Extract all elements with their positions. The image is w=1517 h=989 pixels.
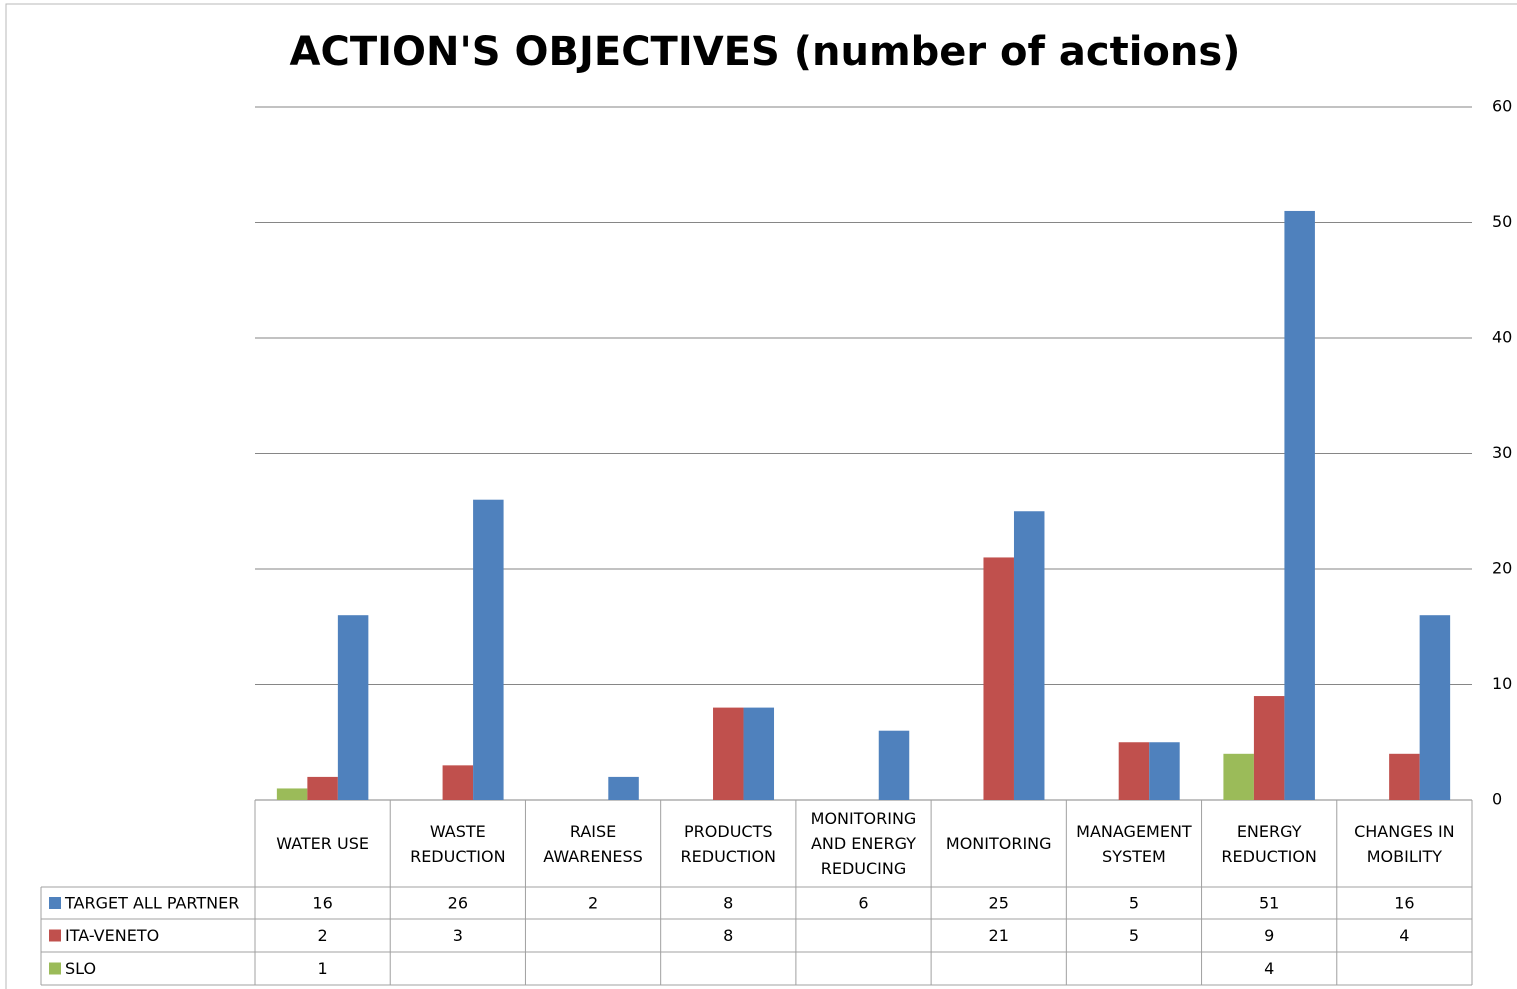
y-tick-label: 30	[1492, 443, 1512, 462]
table-value: 16	[312, 894, 332, 913]
table-value: 26	[448, 894, 468, 913]
x-tick-label: MANAGEMENT SYSTEM	[1076, 821, 1192, 866]
legend-label: TARGET ALL PARTNER	[64, 894, 239, 913]
bar	[473, 499, 504, 800]
category-cell: MONITORING	[945, 834, 1052, 853]
bar	[1389, 753, 1420, 800]
x-tick-label: MONITORING	[945, 834, 1052, 853]
bar	[1253, 696, 1285, 800]
table-value: 6	[858, 894, 868, 913]
y-tick-label: 60	[1492, 97, 1512, 116]
bar	[983, 557, 1014, 800]
table-value: 1	[318, 959, 328, 978]
x-tick-label: PRODUCTS REDUCTION	[680, 821, 776, 866]
chart-title: ACTION'S OBJECTIVES (number of actions)	[290, 29, 1241, 75]
bar	[1284, 210, 1315, 800]
table-value: 8	[723, 926, 733, 945]
bar	[743, 707, 775, 800]
legend-swatch	[49, 929, 61, 942]
bar	[1118, 742, 1150, 800]
bar	[276, 788, 308, 800]
x-tick-label: CHANGES IN MOBILITY	[1354, 821, 1455, 866]
category-cell: WATER USE	[276, 834, 369, 853]
table-value: 2	[318, 926, 328, 945]
table-value: 2	[588, 894, 598, 913]
x-tick-label: ENERGY REDUCTION	[1221, 821, 1317, 866]
category-cell: MONITORING AND ENERGY REDUCING	[810, 809, 917, 878]
table-value: 9	[1264, 926, 1274, 945]
table-value: 4	[1399, 926, 1409, 945]
x-tick-label: RAISE AWARENESS	[543, 821, 643, 866]
bar	[1149, 742, 1180, 800]
table-value: 3	[453, 926, 463, 945]
bar	[713, 707, 744, 800]
legend-label: ITA-VENETO	[65, 926, 159, 945]
category-cell: WASTE REDUCTION	[410, 821, 506, 866]
bar	[1419, 615, 1451, 800]
bar	[1223, 753, 1254, 800]
y-tick-label: 40	[1492, 328, 1512, 347]
category-cell: MANAGEMENT SYSTEM	[1076, 821, 1192, 866]
legend-swatch	[49, 897, 61, 909]
table-value: 8	[723, 894, 733, 913]
x-tick-label: MONITORING AND ENERGY REDUCING	[810, 809, 917, 878]
category-cell: ENERGY REDUCTION	[1221, 821, 1317, 866]
table-value: 21	[989, 926, 1009, 945]
frame	[5, 3, 1517, 989]
table-value: 16	[1394, 894, 1414, 913]
legend-label: SLO	[65, 959, 96, 978]
bar	[307, 776, 338, 800]
x-tick-label: WASTE REDUCTION	[410, 821, 506, 866]
category-cell: RAISE AWARENESS	[543, 821, 643, 866]
table-value: 5	[1129, 926, 1139, 945]
legend-swatch	[49, 962, 61, 975]
table-value: 51	[1259, 894, 1279, 913]
y-tick-label: 0	[1492, 790, 1502, 809]
bar	[442, 765, 474, 800]
table-value: 5	[1129, 894, 1139, 913]
bar	[1013, 511, 1045, 800]
bar	[337, 615, 369, 800]
y-tick-label: 50	[1492, 212, 1512, 231]
y-tick-label: 20	[1492, 559, 1512, 578]
table-value: 25	[989, 894, 1009, 913]
table-value: 4	[1264, 959, 1274, 978]
bar	[608, 776, 639, 800]
x-tick-label: WATER USE	[276, 834, 369, 853]
bar	[878, 730, 910, 800]
y-tick-label: 10	[1492, 674, 1512, 693]
category-cell: PRODUCTS REDUCTION	[680, 821, 776, 866]
category-cell: CHANGES IN MOBILITY	[1354, 821, 1455, 866]
